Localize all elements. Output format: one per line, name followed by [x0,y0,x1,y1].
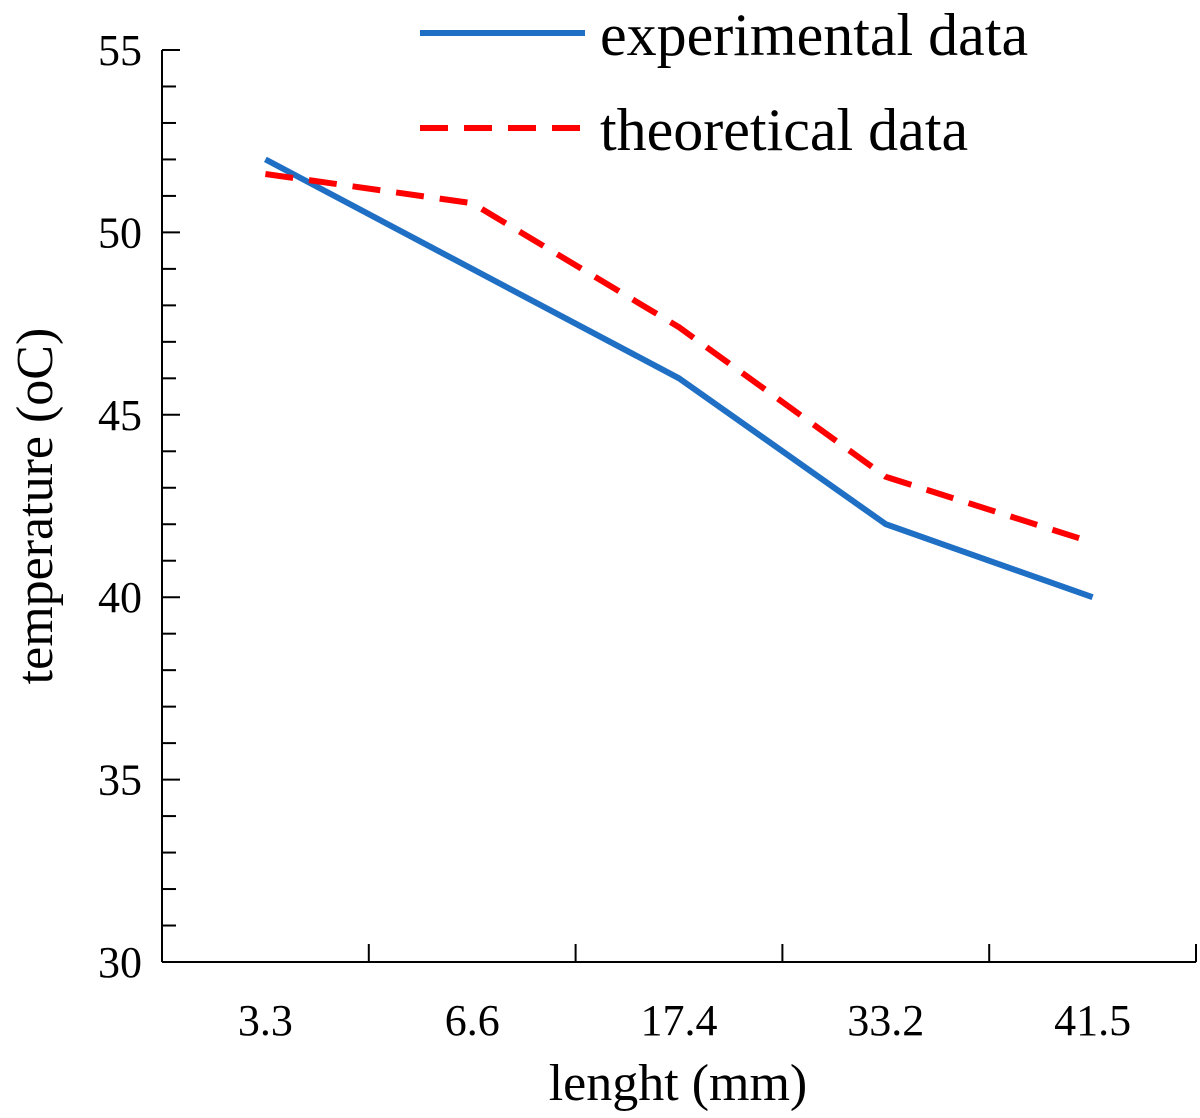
y-tick-label: 50 [98,208,142,257]
legend-label-experimental: experimental data [600,2,1028,68]
x-tick-label: 41.5 [1054,996,1131,1045]
y-tick-label: 45 [98,391,142,440]
series-layer [263,156,1094,601]
x-ticks: 3.3 6.6 17.4 33.2 41.5 [238,944,1197,1045]
axes [161,50,1196,963]
y-tick-label: 30 [98,938,142,987]
legend-label-theoretical: theoretical data [600,97,968,163]
legend: experimental data theoretical data [420,2,1028,163]
x-tick-label: 33.2 [847,996,924,1045]
x-axis-title: lenght (mm) [549,1055,808,1112]
x-tick-label: 6.6 [445,996,500,1045]
y-ticks: 30 35 40 45 50 55 [98,26,180,987]
y-tick-label: 40 [98,573,142,622]
series-line-theoretical [264,171,1094,546]
y-axis-title: temperature (oC) [7,328,64,685]
series-line-experimental [263,156,1094,601]
y-tick-label: 55 [98,26,142,75]
x-tick-label: 3.3 [238,996,293,1045]
x-tick-label: 17.4 [641,996,718,1045]
y-tick-label: 35 [98,756,142,805]
